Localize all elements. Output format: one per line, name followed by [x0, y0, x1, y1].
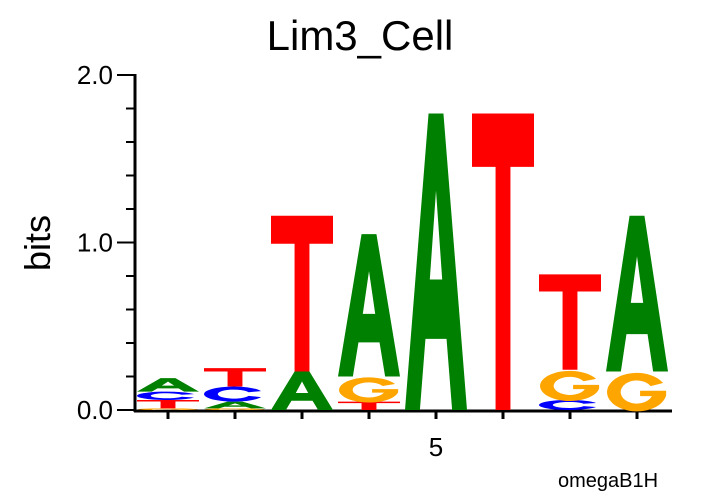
letter-T-pos2: [204, 368, 266, 387]
letter-A-pos4: [338, 234, 400, 377]
letter-C-pos7: [539, 399, 597, 410]
letter-G-pos4: [339, 377, 399, 403]
y-tick-label: 1.0: [77, 228, 113, 258]
letter-T-pos1: [137, 399, 199, 409]
letter-G-pos1: [138, 408, 198, 411]
logo-letters: [137, 113, 668, 412]
y-tick-label: 2.0: [77, 60, 113, 90]
y-axis-label: bits: [17, 215, 58, 271]
letter-G-pos2: [205, 408, 265, 411]
letter-A-pos3: [271, 371, 333, 410]
letter-T-pos3: [271, 215, 333, 372]
letter-G-pos8: [607, 372, 667, 412]
letter-A-pos5: [405, 113, 467, 411]
y-tick-label: 0.0: [77, 395, 113, 425]
letter-T-pos7: [539, 274, 601, 370]
letter-A-pos1: [137, 378, 199, 392]
letter-T-pos4: [338, 401, 400, 410]
letter-A-pos8: [606, 215, 668, 372]
y-axis: 0.0 1.0 2.0: [77, 60, 137, 425]
letter-C-pos1: [137, 391, 195, 400]
x-axis: 5: [134, 409, 672, 462]
letter-C-pos2: [204, 386, 262, 402]
letter-T-pos6: [472, 113, 534, 411]
x-tick-label: 5: [429, 432, 443, 462]
footnote: omegaB1H: [558, 470, 658, 492]
chart-title: Lim3_Cell: [267, 12, 454, 59]
letter-G-pos7: [540, 370, 600, 402]
letter-A-pos2: [204, 401, 266, 409]
